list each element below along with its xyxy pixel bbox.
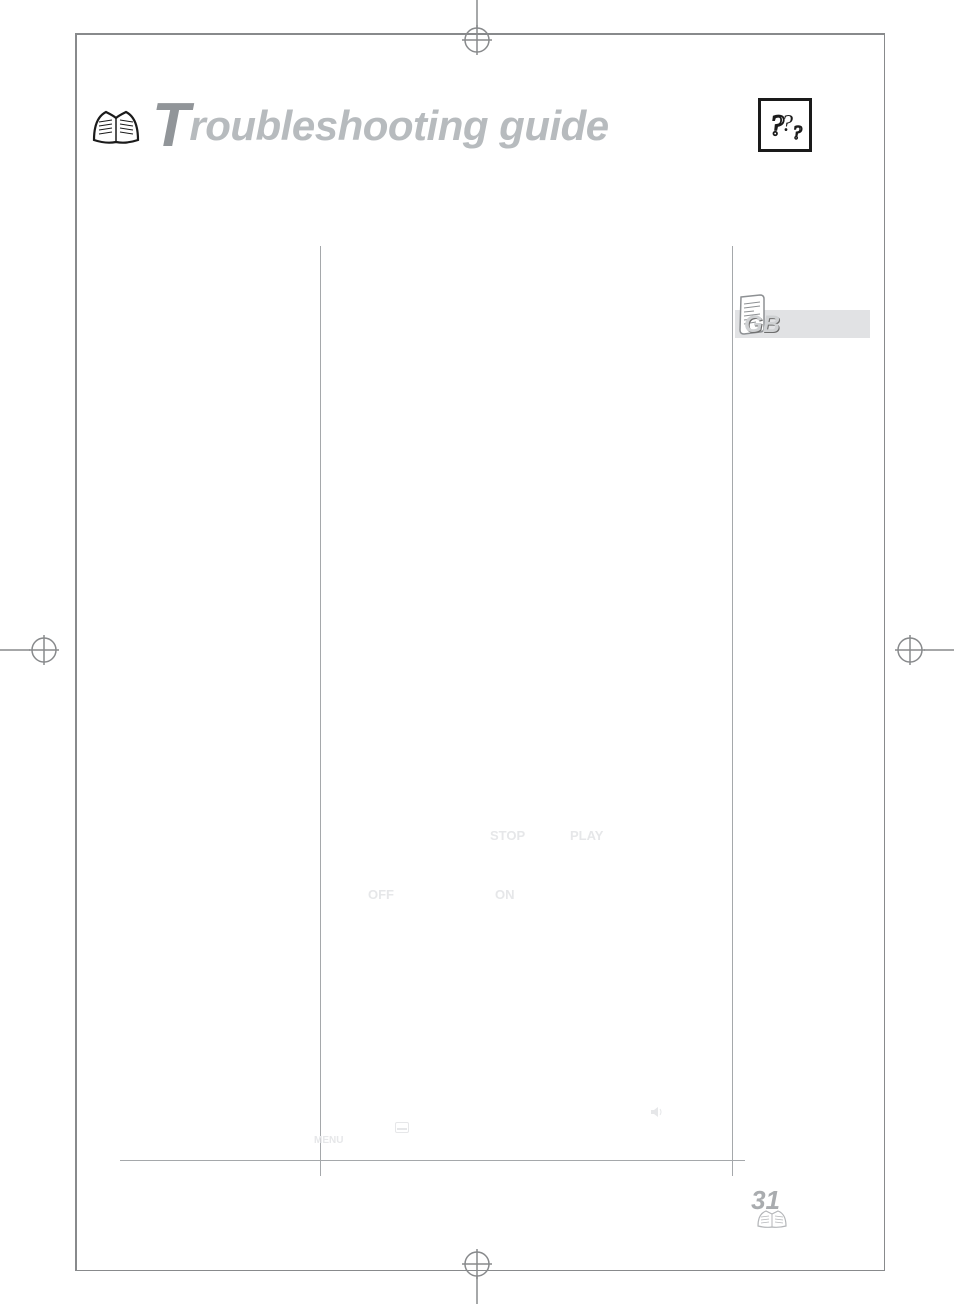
registration-target-right-icon bbox=[894, 630, 954, 670]
sound-icon bbox=[650, 1105, 664, 1123]
title-rest: roubleshooting guide bbox=[189, 102, 608, 149]
column-divider-right bbox=[732, 246, 733, 1176]
help-icon: ? ? ? bbox=[758, 98, 812, 152]
footer-divider bbox=[120, 1160, 745, 1161]
registration-target-top-icon bbox=[457, 0, 497, 56]
label-play: PLAY bbox=[570, 828, 603, 843]
title-row: Troubleshooting guide bbox=[90, 90, 870, 161]
title-first-letter: T bbox=[152, 91, 189, 160]
column-divider-left bbox=[320, 246, 321, 1176]
content-columns bbox=[120, 246, 750, 1176]
book-small-icon bbox=[756, 1208, 788, 1235]
crop-mark-right bbox=[884, 33, 886, 1271]
label-off: OFF bbox=[368, 887, 394, 902]
registration-target-bottom-icon bbox=[457, 1248, 497, 1304]
crop-mark-left bbox=[75, 33, 77, 1271]
page-content: Troubleshooting guide ? ? ? GB STOP PLAY… bbox=[90, 60, 870, 1240]
svg-text:?: ? bbox=[792, 122, 802, 144]
label-on: ON bbox=[495, 887, 515, 902]
book-open-icon bbox=[90, 100, 142, 152]
registration-target-left-icon bbox=[0, 630, 60, 670]
label-stop: STOP bbox=[490, 828, 525, 843]
page-title: Troubleshooting guide bbox=[152, 90, 609, 161]
subtitle-icon bbox=[395, 1120, 409, 1138]
label-menu: MENU bbox=[314, 1135, 343, 1146]
